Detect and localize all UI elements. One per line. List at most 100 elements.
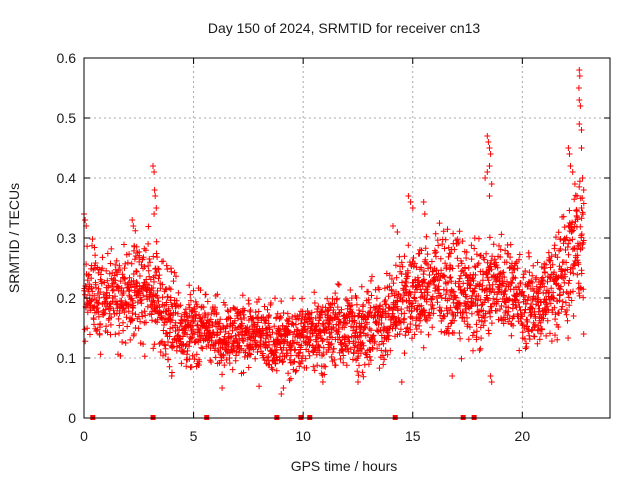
data-point xyxy=(549,261,556,268)
data-point xyxy=(453,294,460,301)
data-point xyxy=(438,328,445,335)
data-point xyxy=(82,283,89,289)
data-point xyxy=(488,181,495,187)
data-point xyxy=(524,318,531,325)
data-point xyxy=(116,330,122,337)
data-point xyxy=(361,324,368,331)
data-point xyxy=(358,283,365,290)
data-point xyxy=(187,291,194,298)
data-point xyxy=(473,334,480,341)
data-point xyxy=(322,363,329,370)
data-point xyxy=(329,334,335,341)
data-point xyxy=(498,302,505,309)
data-point xyxy=(543,261,549,268)
data-point xyxy=(422,245,429,252)
data-point xyxy=(578,145,585,151)
data-point xyxy=(429,324,436,331)
data-point xyxy=(104,250,111,257)
data-point xyxy=(397,326,404,333)
data-point xyxy=(306,315,313,322)
x-axis-title: GPS time / hours xyxy=(291,458,398,474)
data-point xyxy=(299,352,306,359)
data-point xyxy=(154,316,161,323)
data-point xyxy=(440,312,447,319)
data-point xyxy=(272,349,279,356)
data-point xyxy=(330,307,337,313)
data-point xyxy=(498,231,505,238)
data-point xyxy=(557,246,564,252)
data-point xyxy=(515,283,522,290)
data-point xyxy=(490,295,497,302)
data-point xyxy=(447,274,454,281)
data-point xyxy=(365,361,372,368)
data-point xyxy=(545,249,552,256)
data-point xyxy=(424,317,430,324)
data-point xyxy=(142,312,149,319)
data-point xyxy=(245,364,252,371)
data-point xyxy=(356,307,362,314)
data-point xyxy=(202,291,209,298)
data-point xyxy=(411,260,418,267)
data-point xyxy=(494,291,501,298)
data-point xyxy=(500,280,507,287)
data-point xyxy=(158,312,165,319)
data-point xyxy=(568,297,575,304)
data-point xyxy=(236,349,242,356)
data-point xyxy=(289,295,296,302)
data-point xyxy=(576,73,583,79)
data-point xyxy=(258,334,265,341)
data-point xyxy=(330,345,337,352)
data-point xyxy=(320,344,327,351)
data-point xyxy=(402,332,409,339)
data-point xyxy=(487,151,494,157)
data-point xyxy=(386,272,393,279)
data-point xyxy=(406,297,413,304)
data-point xyxy=(285,370,292,377)
data-point xyxy=(287,352,294,359)
data-point xyxy=(380,361,387,368)
data-point xyxy=(570,288,576,295)
data-point xyxy=(401,310,408,317)
data-point xyxy=(507,254,514,261)
data-point xyxy=(231,317,238,324)
data-point xyxy=(425,331,432,338)
data-point xyxy=(198,344,205,351)
data-point xyxy=(516,347,523,354)
data-point xyxy=(383,301,390,308)
data-point xyxy=(235,315,241,322)
data-point xyxy=(245,300,252,307)
data-point xyxy=(296,349,303,356)
data-point xyxy=(407,321,414,327)
data-point xyxy=(84,243,91,250)
data-point xyxy=(347,287,354,293)
data-point xyxy=(522,268,529,274)
data-point xyxy=(437,255,444,262)
data-point xyxy=(409,335,415,342)
data-point xyxy=(327,341,334,348)
data-point xyxy=(520,271,527,278)
data-point xyxy=(96,294,103,301)
data-point xyxy=(291,340,297,347)
data-point xyxy=(478,318,485,325)
data-point xyxy=(252,309,259,316)
data-point xyxy=(321,363,327,370)
data-point xyxy=(278,298,285,305)
data-point xyxy=(131,256,138,263)
data-point xyxy=(419,283,426,290)
data-point xyxy=(299,308,306,315)
data-point xyxy=(409,300,416,307)
data-point xyxy=(255,315,262,322)
data-point xyxy=(286,315,292,322)
data-point xyxy=(82,338,89,345)
data-point xyxy=(164,266,171,273)
data-point xyxy=(502,287,509,294)
data-point xyxy=(84,325,91,332)
data-point xyxy=(548,253,555,260)
x-tick-label: 0 xyxy=(80,428,88,444)
data-point xyxy=(360,342,367,349)
data-point xyxy=(570,313,577,319)
data-point xyxy=(103,323,110,330)
data-point xyxy=(168,268,175,275)
data-point xyxy=(315,303,322,310)
data-point xyxy=(112,277,119,284)
